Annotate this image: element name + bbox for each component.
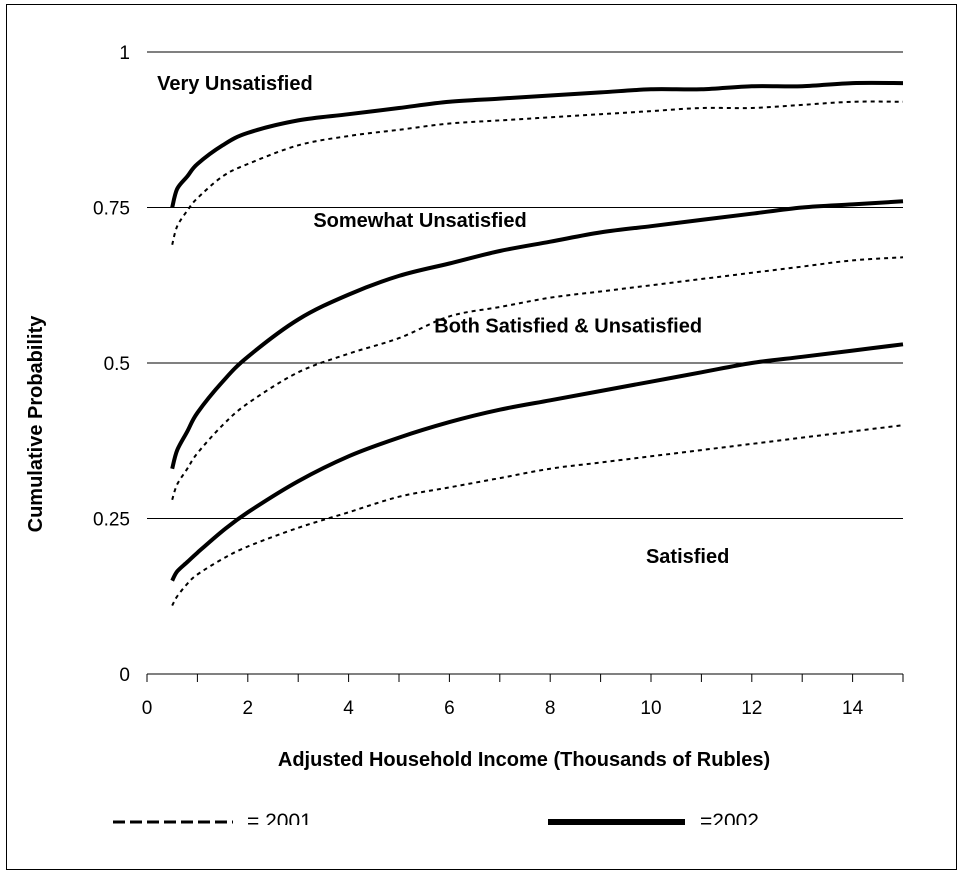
y-tick-label: 1: [119, 43, 130, 64]
region-label: Both Satisfied & Unsatisfied: [434, 316, 702, 338]
y-tick-label: 0.5: [104, 354, 130, 375]
chart-frame: [6, 4, 957, 870]
y-tick-labels: 0 0.25 0.5 0.75 1: [93, 43, 130, 686]
x-tick-label: 6: [444, 698, 455, 719]
series-2001-middle-line: [171, 256, 904, 501]
x-axis-label: Adjusted Household Income (Thousands of …: [278, 749, 770, 771]
series-2002-upper-line: [170, 80, 904, 208]
grid-lines: [147, 51, 903, 519]
y-tick-label: 0.75: [93, 199, 130, 220]
x-tick-label: 12: [741, 698, 762, 719]
x-tick-label: 14: [842, 698, 864, 719]
series-2001-upper-line: [171, 100, 904, 246]
x-tick-labels: 0 2 4 6 8 10 12 14: [142, 698, 864, 719]
y-tick-label: 0: [119, 665, 130, 686]
series-lines: [170, 80, 904, 607]
x-axis: [146, 673, 904, 682]
x-tick-label: 10: [640, 698, 661, 719]
y-axis-label: Cumulative Probability: [25, 315, 47, 533]
x-tick-label: 8: [545, 698, 556, 719]
series-2001-lower-line: [171, 424, 904, 607]
legend-clip-mask: [100, 825, 900, 845]
x-tick-label: 2: [243, 698, 254, 719]
series-2002-middle-line: [170, 199, 904, 470]
region-label: Very Unsatisfied: [157, 73, 313, 95]
y-tick-label: 0.25: [93, 510, 130, 531]
region-label: Satisfied: [646, 546, 729, 568]
region-labels: Very Unsatisfied Somewhat Unsatisfied Both…: [157, 73, 729, 568]
x-tick-label: 0: [142, 698, 153, 719]
series-2002-lower-line: [170, 342, 904, 582]
region-label: Somewhat Unsatisfied: [313, 210, 526, 232]
x-tick-label: 4: [343, 698, 354, 719]
